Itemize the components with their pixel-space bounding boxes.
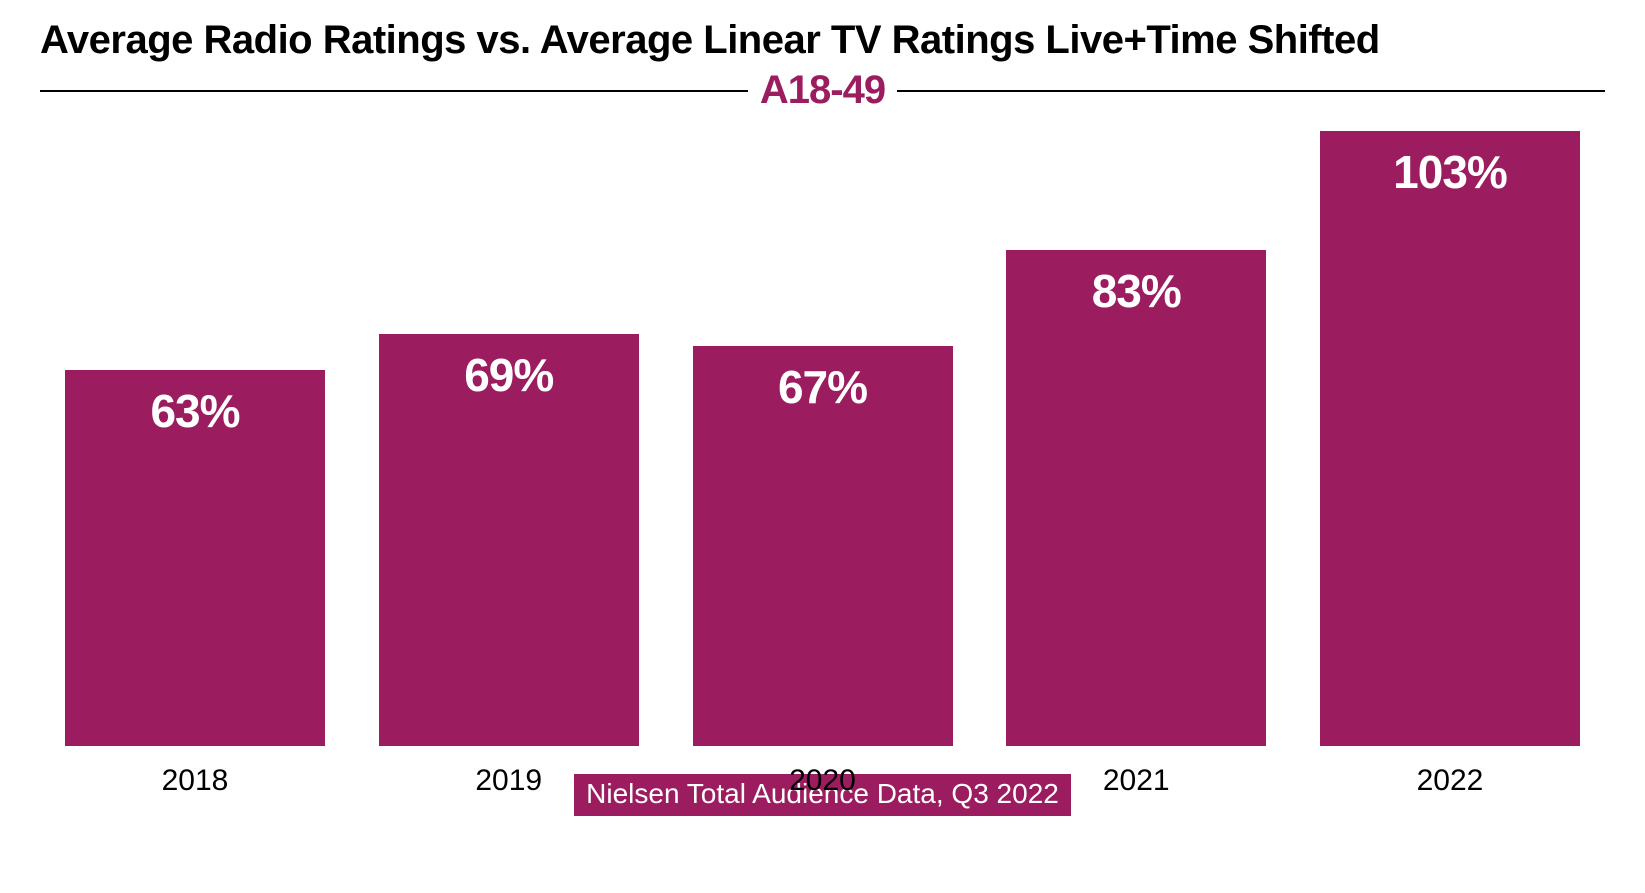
x-axis-label: 2019 [354, 764, 664, 798]
chart-subtitle: A18-49 [748, 68, 897, 113]
x-axis-label: 2021 [981, 764, 1291, 798]
bar-value-label: 63% [150, 384, 239, 438]
chart-title: Average Radio Ratings vs. Average Linear… [40, 18, 1605, 62]
rule-right [897, 90, 1605, 92]
bar-column: 103% [1295, 131, 1605, 746]
bar-value-label: 83% [1092, 264, 1181, 318]
bar-column: 67% [668, 131, 978, 746]
bar-value-label: 103% [1393, 145, 1507, 199]
chart-container: Average Radio Ratings vs. Average Linear… [0, 0, 1645, 893]
x-axis-label: 2018 [40, 764, 350, 798]
x-axis: 20182019202020212022 [40, 764, 1605, 798]
bars-area: 63% 69% 67% 83% 103% [40, 131, 1605, 746]
bar-chart: 63%69%67%83%103% 20182019202020212022 [40, 131, 1605, 746]
bar-value-label: 69% [464, 348, 553, 402]
bar-column: 83% [981, 131, 1291, 746]
x-axis-label: 2022 [1295, 764, 1605, 798]
bar: 83% [1006, 250, 1266, 746]
bar: 67% [693, 346, 953, 746]
x-axis-label: 2020 [668, 764, 978, 798]
bar: 69% [379, 334, 639, 746]
bar-column: 69% [354, 131, 664, 746]
bar: 103% [1320, 131, 1580, 746]
bar-value-label: 67% [778, 360, 867, 414]
bar-column: 63% [40, 131, 350, 746]
bar: 63% [65, 370, 325, 746]
subtitle-row: A18-49 [40, 68, 1605, 113]
rule-left [40, 90, 748, 92]
